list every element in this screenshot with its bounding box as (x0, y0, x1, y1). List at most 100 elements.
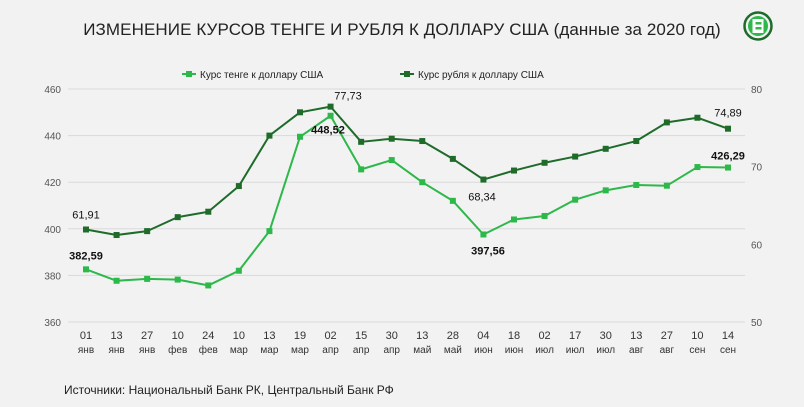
ruble-data-point (419, 138, 426, 145)
y-right-tick-label: 60 (751, 240, 763, 251)
chart-title: ИЗМЕНЕНИЕ КУРСОВ ТЕНГЕ И РУБЛЯ К ДОЛЛАРУ… (83, 20, 721, 39)
data-label: 77,73 (334, 91, 362, 103)
x-tick-label-month: мар (260, 345, 278, 356)
ruble-data-point (358, 138, 365, 145)
y-right-tick-label: 50 (751, 318, 763, 329)
x-tick-label-day: 24 (202, 330, 214, 342)
x-tick-label-month: июл (566, 345, 585, 356)
x-tick-label-month: фев (168, 344, 187, 356)
y-right-tick-label: 80 (751, 85, 763, 96)
ruble-data-point (725, 125, 731, 132)
data-label: 382,59 (69, 250, 103, 262)
x-tick-label-month: сен (689, 345, 705, 356)
ruble-data-point (83, 226, 89, 233)
ruble-data-point (511, 167, 517, 174)
tenge-data-point (174, 276, 181, 283)
x-tick-label-day: 13 (416, 330, 428, 342)
tenge-data-point (694, 164, 701, 171)
ruble-data-point (327, 103, 334, 110)
legend-marker (186, 71, 192, 77)
x-tick-label-day: 13 (630, 330, 642, 342)
x-tick-label-day: 18 (508, 330, 520, 342)
x-tick-label-month: июн (474, 345, 493, 356)
ruble-data-point (174, 214, 181, 221)
ruble-data-point (602, 145, 609, 152)
tenge-data-point (419, 179, 426, 186)
x-tick-label-day: 27 (661, 330, 673, 342)
ruble-data-point (297, 109, 303, 116)
x-tick-label-month: июл (596, 345, 615, 356)
ruble-data-point (663, 119, 670, 126)
x-tick-label-month: апр (353, 345, 370, 356)
x-tick-label-month: май (444, 345, 462, 356)
x-tick-label-day: 14 (722, 330, 734, 342)
ruble-data-point (694, 114, 701, 121)
x-tick-label-month: авг (629, 345, 644, 356)
tenge-data-point (511, 216, 517, 223)
tenge-data-point (541, 212, 548, 219)
y-left-tick-label: 400 (44, 225, 61, 236)
data-label: 448,52 (311, 125, 345, 137)
x-tick-label-day: 01 (80, 330, 92, 342)
tenge-data-point (327, 112, 334, 119)
x-tick-label-month: июл (535, 345, 554, 356)
y-right-tick-label: 70 (751, 163, 763, 174)
tenge-data-point (388, 157, 395, 164)
tenge-data-point (602, 187, 609, 194)
ruble-data-point (144, 228, 151, 235)
tenge-data-point (144, 275, 151, 282)
x-tick-label-day: 13 (110, 330, 122, 342)
tenge-data-point (113, 277, 120, 284)
x-tick-label-day: 10 (691, 330, 703, 342)
data-label: 68,34 (468, 192, 496, 204)
x-tick-label-day: 27 (141, 330, 153, 342)
x-tick-label-day: 15 (355, 330, 367, 342)
tenge-data-point (633, 181, 640, 188)
ruble-data-point (388, 135, 395, 142)
tenge-data-point (266, 228, 273, 235)
x-tick-label-month: мар (291, 345, 309, 356)
x-tick-label-day: 30 (600, 330, 612, 342)
ruble-data-point (113, 232, 120, 239)
x-tick-label-day: 13 (263, 330, 275, 342)
x-tick-label-day: 28 (447, 330, 459, 342)
x-tick-label-day: 30 (386, 330, 398, 342)
y-left-tick-label: 460 (44, 85, 61, 96)
ruble-data-point (449, 155, 456, 162)
y-left-tick-label: 360 (44, 318, 61, 329)
data-label: 61,91 (72, 209, 100, 221)
tenge-data-point (449, 197, 456, 204)
ruble-series-line (85, 105, 729, 237)
x-tick-label-month: янв (78, 345, 94, 356)
x-tick-label-day: 10 (233, 330, 245, 342)
logo-icon (743, 11, 773, 41)
tenge-data-point (235, 267, 242, 274)
tenge-data-point (83, 266, 89, 273)
x-tick-label-day: 02 (538, 330, 550, 342)
x-tick-label-day: 02 (324, 330, 336, 342)
x-tick-label-day: 19 (294, 330, 306, 342)
ruble-data-point (541, 159, 548, 166)
x-tick-label-day: 04 (477, 330, 489, 342)
tenge-data-point (725, 164, 731, 171)
tenge-data-point (480, 231, 487, 238)
x-tick-label-month: апр (322, 345, 339, 356)
legend-label: Курс рубля к доллару США (418, 69, 544, 81)
y-left-tick-label: 380 (44, 271, 61, 282)
source-note: Источники: Национальный Банк РК, Централ… (64, 383, 394, 397)
x-tick-label-month: мар (230, 345, 248, 356)
x-tick-label-day: 10 (172, 330, 184, 342)
x-tick-label-month: апр (383, 345, 400, 356)
data-label: 74,89 (714, 108, 742, 120)
x-tick-label-month: авг (660, 345, 675, 356)
tenge-data-point (297, 133, 303, 140)
x-tick-label-month: янв (139, 345, 155, 356)
tenge-data-point (358, 166, 365, 173)
ruble-data-point (633, 138, 640, 145)
x-tick-label-day: 17 (569, 330, 581, 342)
y-left-tick-label: 420 (44, 178, 61, 189)
legend-label: Курс тенге к доллару США (200, 70, 324, 81)
x-tick-label-month: май (413, 345, 431, 356)
ruble-data-point (235, 183, 242, 190)
